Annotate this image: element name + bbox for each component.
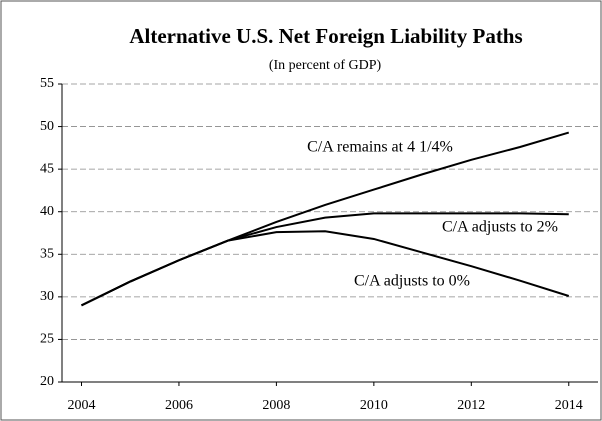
series-line <box>81 230 570 307</box>
series-label: C/A remains at 4 1/4% <box>307 139 453 156</box>
y-tick-label: 25 <box>40 332 54 347</box>
y-tick-label: 45 <box>40 161 54 176</box>
y-tick-label: 50 <box>40 119 54 134</box>
y-tick-label: 40 <box>40 204 54 219</box>
x-tick-label: 2010 <box>360 398 388 413</box>
x-tick-label: 2004 <box>67 398 95 413</box>
series-label: C/A adjusts to 2% <box>442 219 558 236</box>
y-tick-label: 35 <box>40 247 54 262</box>
series-label: C/A adjusts to 0% <box>354 273 470 290</box>
chart-title: Alternative U.S. Net Foreign Liability P… <box>129 24 522 48</box>
y-tick-label: 20 <box>40 374 54 389</box>
chart-subtitle: (In percent of GDP) <box>269 58 382 73</box>
x-tick-label: 2006 <box>165 398 193 413</box>
x-tick-label: 2014 <box>555 398 583 413</box>
x-tick-label: 2012 <box>457 398 485 413</box>
y-tick-label: 55 <box>40 76 54 91</box>
y-tick-label: 30 <box>40 289 54 304</box>
x-tick-label: 2008 <box>262 398 290 413</box>
